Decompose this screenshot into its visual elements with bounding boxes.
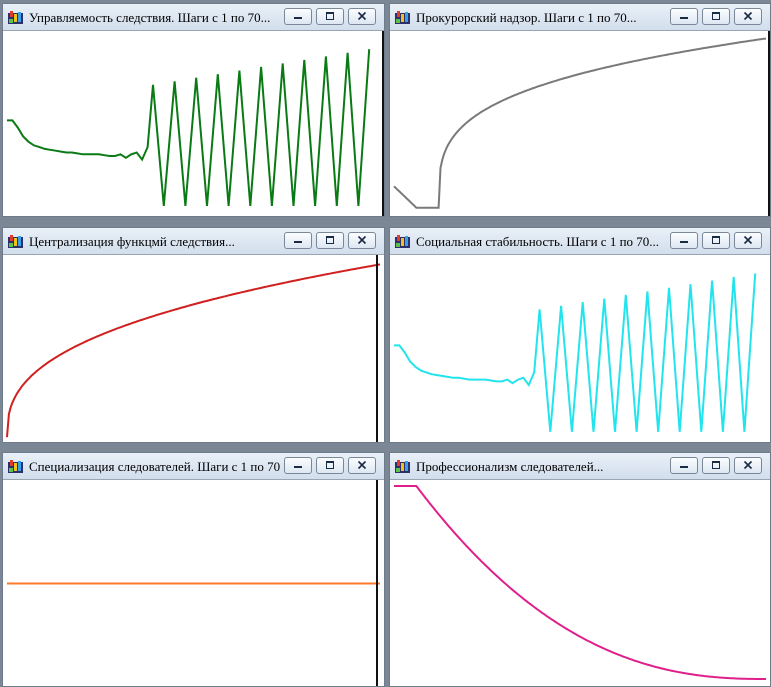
maximize-button[interactable] — [702, 457, 730, 474]
title-bar[interactable]: Специализация следователей. Шаги с 1 по … — [3, 453, 384, 479]
minimize-icon — [678, 457, 690, 475]
minimize-icon — [292, 457, 304, 475]
maximize-icon — [324, 8, 336, 26]
minimize-icon — [678, 8, 690, 26]
title-bar[interactable]: Социальная стабильность. Шаги с 1 по 70.… — [390, 228, 770, 254]
maximize-icon — [324, 457, 336, 475]
series-line-svg — [394, 273, 757, 432]
series-line-svg — [393, 37, 767, 209]
close-icon — [742, 457, 754, 475]
window-title: Централизация функцмй следствия... — [29, 234, 235, 249]
chart-window-professionalizm[interactable]: Профессионализм следователей... — [389, 452, 771, 687]
chart-window-upravlyaemost[interactable]: Управляемость следствия. Шаги с 1 по 70.… — [2, 3, 385, 217]
title-bar[interactable]: Прокурорский надзор. Шаги с 1 по 70... — [390, 4, 770, 30]
plot-area — [390, 30, 770, 216]
series-line — [393, 37, 767, 209]
plot-area — [3, 254, 384, 442]
maximize-button[interactable] — [702, 232, 730, 249]
minimize-button[interactable] — [670, 8, 698, 25]
window-title: Прокурорский надзор. Шаги с 1 по 70... — [416, 10, 637, 25]
maximize-icon — [710, 457, 722, 475]
maximize-button[interactable] — [316, 232, 344, 249]
plot-area — [390, 254, 770, 442]
series-line-svg — [7, 49, 371, 206]
app-icon — [7, 10, 24, 25]
maximize-button[interactable] — [316, 8, 344, 25]
chart-window-socialnaya-stabilnost[interactable]: Социальная стабильность. Шаги с 1 по 70.… — [389, 227, 771, 443]
close-button[interactable] — [348, 232, 376, 249]
maximize-button[interactable] — [316, 457, 344, 474]
plot-right-border — [376, 480, 378, 686]
window-title: Профессионализм следователей... — [416, 459, 604, 474]
app-icon — [7, 459, 24, 474]
plot-right-border — [768, 31, 770, 216]
minimize-icon — [678, 232, 690, 250]
title-bar[interactable]: Управляемость следствия. Шаги с 1 по 70.… — [3, 4, 384, 30]
series-line — [6, 263, 381, 438]
series-line-svg — [7, 582, 380, 585]
window-title: Управляемость следствия. Шаги с 1 по 70.… — [29, 10, 271, 25]
series-line — [394, 273, 757, 432]
app-icon — [7, 234, 24, 249]
chart-window-prokurorskiy-nadzor[interactable]: Прокурорский надзор. Шаги с 1 по 70... — [389, 3, 771, 217]
series-line-svg — [394, 485, 766, 680]
chart-window-specializaciya[interactable]: Специализация следователей. Шаги с 1 по … — [2, 452, 385, 687]
maximize-icon — [710, 232, 722, 250]
minimize-button[interactable] — [670, 457, 698, 474]
window-title: Социальная стабильность. Шаги с 1 по 70.… — [416, 234, 660, 249]
series-line — [7, 49, 371, 206]
plot-right-border — [376, 255, 378, 442]
close-button[interactable] — [734, 8, 762, 25]
close-icon — [742, 232, 754, 250]
close-button[interactable] — [734, 457, 762, 474]
plot-area — [3, 30, 384, 216]
series-line-svg — [6, 263, 381, 438]
minimize-icon — [292, 232, 304, 250]
minimize-button[interactable] — [284, 8, 312, 25]
maximize-button[interactable] — [702, 8, 730, 25]
plot-area — [390, 479, 770, 686]
app-icon — [394, 459, 411, 474]
series-line — [394, 485, 766, 680]
close-button[interactable] — [348, 457, 376, 474]
minimize-button[interactable] — [284, 232, 312, 249]
close-icon — [356, 457, 368, 475]
close-icon — [356, 232, 368, 250]
minimize-button[interactable] — [284, 457, 312, 474]
chart-window-centralizaciya[interactable]: Централизация функцмй следствия... — [2, 227, 385, 443]
close-button[interactable] — [734, 232, 762, 249]
close-icon — [356, 8, 368, 26]
maximize-icon — [710, 8, 722, 26]
minimize-button[interactable] — [670, 232, 698, 249]
close-icon — [742, 8, 754, 26]
title-bar[interactable]: Профессионализм следователей... — [390, 453, 770, 479]
window-title: Специализация следователей. Шаги с 1 по … — [29, 459, 281, 474]
title-bar[interactable]: Централизация функцмй следствия... — [3, 228, 384, 254]
app-icon — [394, 234, 411, 249]
minimize-icon — [292, 8, 304, 26]
plot-area — [3, 479, 384, 686]
app-icon — [394, 10, 411, 25]
maximize-icon — [324, 232, 336, 250]
close-button[interactable] — [348, 8, 376, 25]
plot-right-border — [382, 31, 384, 216]
